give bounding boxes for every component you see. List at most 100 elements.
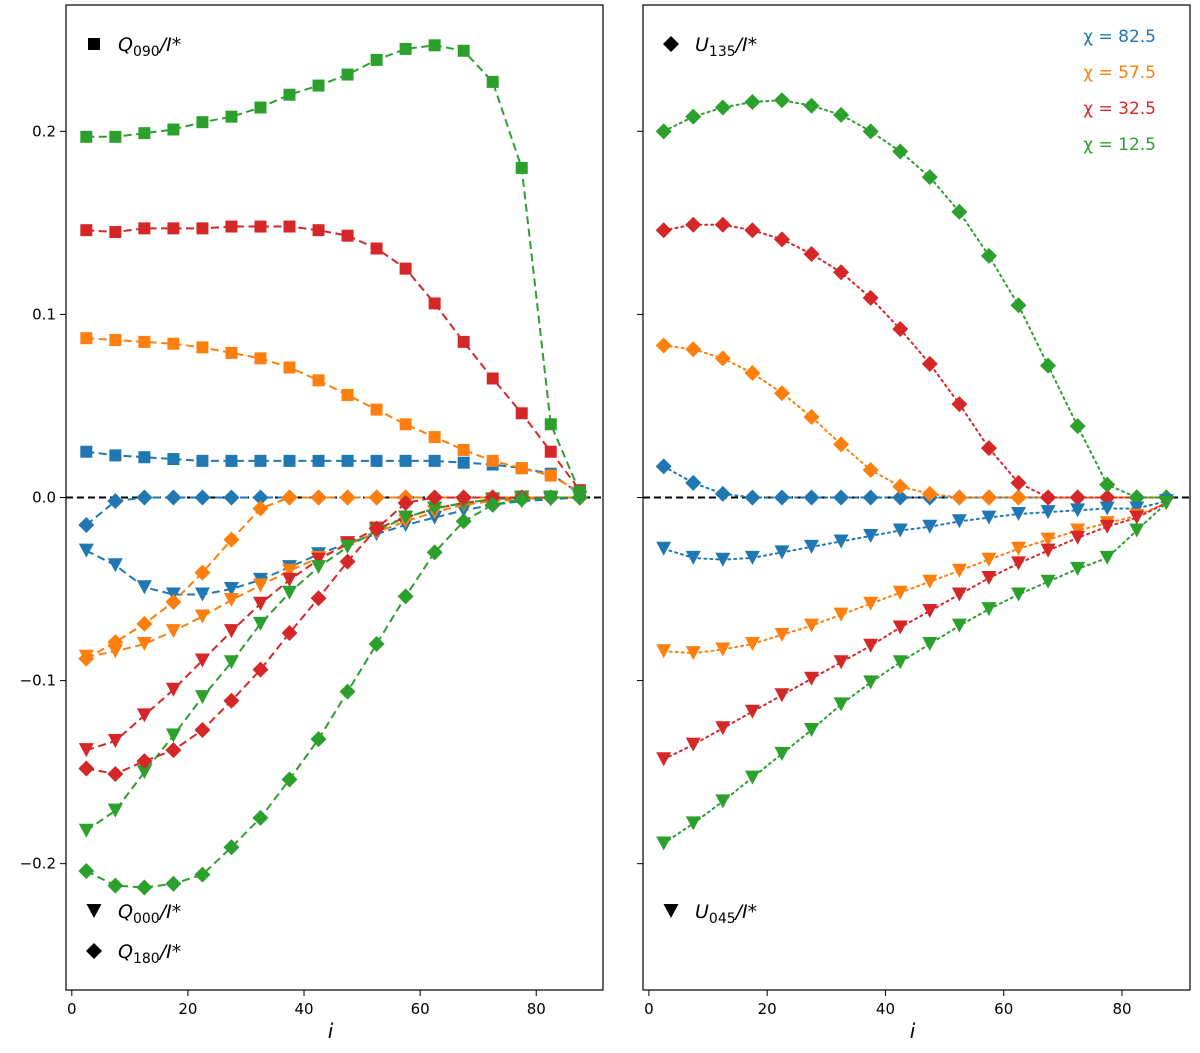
triangle-down-marker: [774, 688, 790, 703]
diamond-marker: [281, 771, 298, 788]
diamond-marker: [310, 489, 327, 506]
square-marker: [80, 224, 93, 237]
triangle-down-marker: [1011, 506, 1027, 521]
triangle-down-marker: [833, 655, 849, 670]
series-q090i-chi-82-5: [80, 445, 586, 500]
x-axis-label: i: [910, 1019, 916, 1043]
triangle-down-marker: [136, 708, 152, 723]
triangle-down-marker: [922, 636, 938, 651]
diamond-marker: [655, 123, 672, 140]
triangle-down-marker: [804, 671, 820, 686]
diamond-marker: [1069, 418, 1086, 435]
triangle-down-marker: [1129, 523, 1145, 538]
triangle-down-marker: [1040, 505, 1056, 520]
triangle-down-marker: [981, 510, 997, 525]
diamond-marker: [136, 615, 153, 632]
legend-entry: χ = 57.5: [1083, 63, 1156, 83]
square-marker: [341, 68, 354, 81]
square-marker: [457, 443, 470, 456]
diamond-marker: [980, 489, 997, 506]
square-marker: [80, 445, 93, 458]
plot-area: [66, 39, 603, 896]
triangle-down-marker: [1070, 523, 1086, 538]
triangle-down-marker: [136, 765, 152, 780]
triangle-down-legend-marker: [663, 904, 679, 918]
square-marker: [515, 407, 528, 420]
diamond-marker: [136, 879, 153, 896]
square-marker: [167, 123, 180, 136]
x-tick-label: 60: [994, 1000, 1013, 1018]
triangle-down-marker: [1129, 501, 1145, 516]
triangle-down-marker: [107, 644, 123, 659]
square-marker: [544, 445, 557, 458]
diamond-marker: [862, 489, 879, 506]
square-marker: [283, 361, 296, 374]
square-marker: [370, 242, 383, 255]
triangle-down-marker: [1011, 556, 1027, 571]
triangle-down-marker: [1099, 550, 1115, 565]
label-u045: U045/I*: [663, 901, 757, 927]
y-tick-label: 0.0: [32, 489, 56, 507]
x-tick-label: 40: [876, 1000, 895, 1018]
square-marker: [283, 220, 296, 233]
y-tick-label: −0.2: [20, 855, 56, 873]
triangle-down-marker: [1040, 574, 1056, 589]
triangle-down-marker: [398, 510, 414, 525]
square-marker: [428, 454, 441, 467]
triangle-down-marker: [427, 501, 443, 516]
square-marker: [312, 79, 325, 92]
diamond-marker: [252, 809, 269, 826]
diamond-marker: [281, 489, 298, 506]
square-marker: [341, 454, 354, 467]
triangle-down-marker: [863, 596, 879, 611]
square-marker: [225, 346, 238, 359]
label-u135: U135/I*: [663, 34, 757, 60]
square-marker: [428, 431, 441, 444]
square-marker: [341, 388, 354, 401]
square-marker: [399, 418, 412, 431]
triangle-down-marker: [744, 636, 760, 651]
square-marker: [167, 222, 180, 235]
x-tick-label: 60: [411, 1000, 430, 1018]
square-marker: [283, 454, 296, 467]
triangle-down-marker: [685, 550, 701, 565]
triangle-down-marker: [922, 604, 938, 619]
triangle-down-marker: [833, 607, 849, 622]
diamond-marker: [397, 588, 414, 605]
chi-legend: χ = 82.5 χ = 57.5 χ = 32.5 χ = 12.5: [1083, 27, 1156, 155]
diamond-marker: [714, 99, 731, 116]
diamond-marker: [951, 396, 968, 413]
square-marker: [399, 262, 412, 275]
triangle-down-marker: [715, 642, 731, 657]
square-marker: [225, 110, 238, 123]
diamond-marker: [513, 491, 530, 508]
diamond-marker: [773, 231, 790, 248]
series-line: [85, 496, 580, 660]
diamond-marker: [892, 143, 909, 160]
triangle-down-marker: [1070, 503, 1086, 518]
x-tick-label: 20: [758, 1000, 777, 1018]
diamond-marker: [862, 123, 879, 140]
triangle-down-marker: [774, 627, 790, 642]
diamond-marker: [803, 97, 820, 114]
triangle-down-marker: [282, 585, 298, 600]
label-q000: Q000/I*: [86, 901, 181, 927]
diamond-marker: [136, 753, 153, 770]
series-line: [662, 502, 1168, 845]
label-u045-text: U045/I*: [695, 901, 757, 927]
triangle-down-marker: [252, 596, 268, 611]
triangle-down-marker: [194, 690, 210, 705]
triangle-down-marker: [892, 655, 908, 670]
square-marker: [225, 454, 238, 467]
square-marker: [254, 454, 267, 467]
x-tick-label: 0: [644, 1000, 654, 1018]
diamond-marker: [1010, 297, 1027, 314]
diamond-marker: [368, 520, 385, 537]
triangle-down-marker: [774, 746, 790, 761]
diamond-marker: [803, 408, 820, 425]
triangle-down-marker: [223, 624, 239, 639]
diamond-marker: [714, 350, 731, 367]
triangle-down-marker: [165, 728, 181, 743]
right-panel: 0 20 40 60 80 i U135/I* U045/I* χ = 82.5 χ = 57.5…: [637, 4, 1191, 1043]
